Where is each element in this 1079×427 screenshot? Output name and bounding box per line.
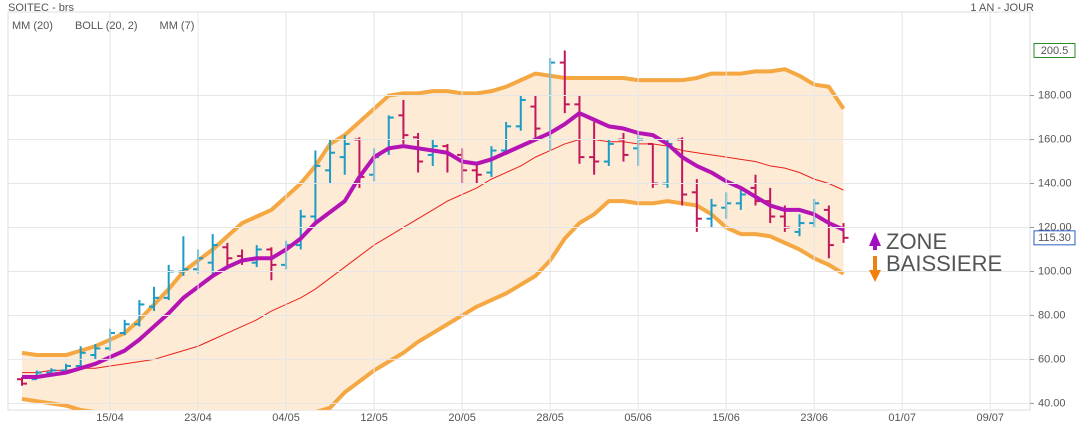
ma20-line [22,139,844,374]
chart-subtitle: 1 AN - JOUR [970,2,1034,14]
price-marker-label: 200.5 [1041,45,1069,57]
price-marker-box [1033,42,1076,58]
x-tick-label: 12/05 [360,412,388,424]
bollinger-upper [21,67,846,358]
price-marker-box [1033,230,1076,246]
y-tick-label: 100.00 [1038,265,1072,277]
x-tick-label: 23/04 [184,412,212,424]
arrow-up [869,232,881,250]
y-tick-label: 140.00 [1038,177,1072,189]
annotation-text: ZONE [886,229,947,254]
x-tick-label: 20/05 [448,412,476,424]
y-tick-label: 160.00 [1038,133,1072,145]
x-tick-label: 01/07 [888,412,916,424]
x-tick-label: 05/06 [624,412,652,424]
x-tick-label: 15/06 [712,412,740,424]
x-tick-label: 15/04 [96,412,124,424]
legend-entry: BOLL (20, 2) [75,20,138,32]
y-tick-label: 60.00 [1038,353,1066,365]
y-tick-label: 180.00 [1038,89,1072,101]
chart-title: SOITEC - brs [8,2,75,14]
x-tick-label: 04/05 [272,412,300,424]
legend-entry: MM (20) [12,20,53,32]
bollinger-lower [21,199,845,410]
arrow-down [869,256,881,282]
annotation-text: BAISSIERE [886,251,1002,276]
y-tick-label: 80.00 [1038,309,1066,321]
ma7-line [22,111,845,380]
x-tick-label: 23/06 [800,412,828,424]
price-marker-label: 115.30 [1038,232,1071,244]
y-tick-label: 40.00 [1038,397,1066,409]
x-tick-label: 28/05 [536,412,564,424]
x-tick-label: 09/07 [976,412,1004,424]
legend-entry: MM (7) [160,20,195,32]
